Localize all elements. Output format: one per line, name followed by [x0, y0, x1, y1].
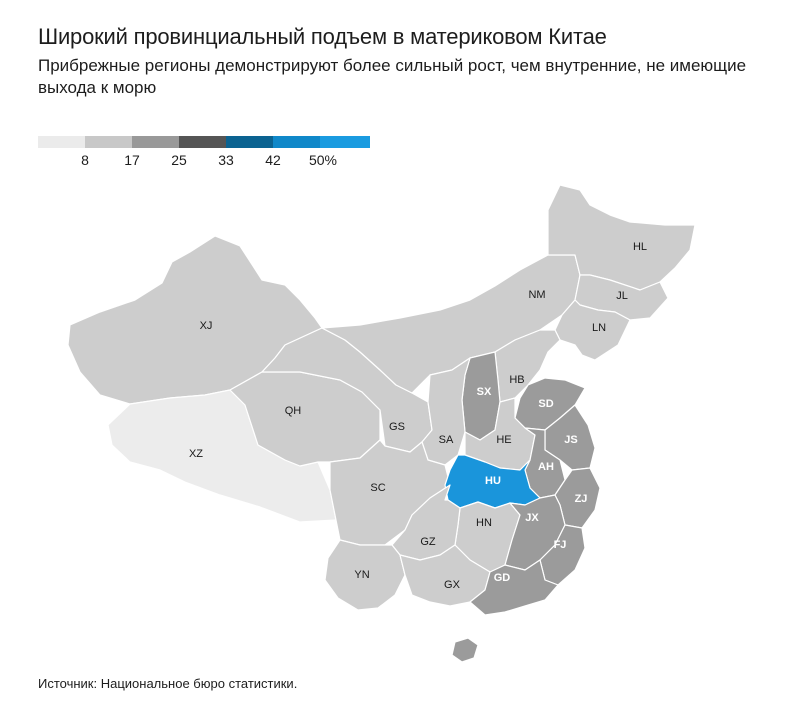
- label-ZJ: ZJ: [575, 493, 588, 505]
- legend-tick: 33: [218, 152, 234, 168]
- label-HB: HB: [509, 374, 524, 386]
- legend-swatch-6: [320, 136, 370, 148]
- legend-tick: 17: [124, 152, 140, 168]
- legend-tick: 50%: [308, 152, 338, 168]
- label-HE: HE: [496, 434, 511, 446]
- label-SA: SA: [439, 434, 454, 446]
- legend-swatch-3: [179, 136, 226, 148]
- label-GX: GX: [444, 579, 461, 591]
- label-GS: GS: [389, 421, 405, 433]
- label-SD: SD: [538, 398, 553, 410]
- label-SX: SX: [477, 386, 492, 398]
- label-JS: JS: [564, 434, 577, 446]
- label-HN: HN: [476, 517, 492, 529]
- legend-swatch-1: [85, 136, 132, 148]
- label-XJ: XJ: [200, 320, 213, 332]
- chart-title: Широкий провинциальный подъем в материко…: [38, 24, 607, 49]
- legend-tick: 25: [171, 152, 187, 168]
- label-LN: LN: [592, 322, 606, 334]
- label-SC: SC: [370, 482, 385, 494]
- color-legend: 8 17 25 33 42 50%: [38, 136, 378, 180]
- legend-swatch-0: [38, 136, 85, 148]
- chart-subtitle: Прибрежные регионы демонстрируют более с…: [38, 56, 747, 97]
- region-GD[interactable]: [469, 559, 559, 616]
- region-hainan[interactable]: [451, 637, 479, 663]
- label-HU: HU: [485, 475, 501, 487]
- label-XZ: XZ: [189, 448, 203, 460]
- region-NM[interactable]: [321, 254, 581, 394]
- source-note: Источник: Национальное бюро статистики.: [38, 676, 298, 691]
- region-YN[interactable]: [324, 539, 406, 611]
- label-JX: JX: [525, 512, 539, 524]
- label-YN: YN: [354, 569, 369, 581]
- label-NM: NM: [528, 289, 545, 301]
- label-GD: GD: [494, 572, 511, 584]
- legend-tick: 8: [81, 152, 89, 168]
- label-FJ: FJ: [554, 539, 567, 551]
- label-AH: AH: [538, 461, 554, 473]
- legend-swatch-4: [226, 136, 273, 148]
- label-QH: QH: [285, 405, 302, 417]
- label-GZ: GZ: [420, 536, 436, 548]
- label-HL: HL: [633, 241, 647, 253]
- label-JL: JL: [616, 290, 628, 302]
- legend-swatch-5: [273, 136, 320, 148]
- legend-swatch-2: [132, 136, 179, 148]
- legend-tick: 42: [265, 152, 281, 168]
